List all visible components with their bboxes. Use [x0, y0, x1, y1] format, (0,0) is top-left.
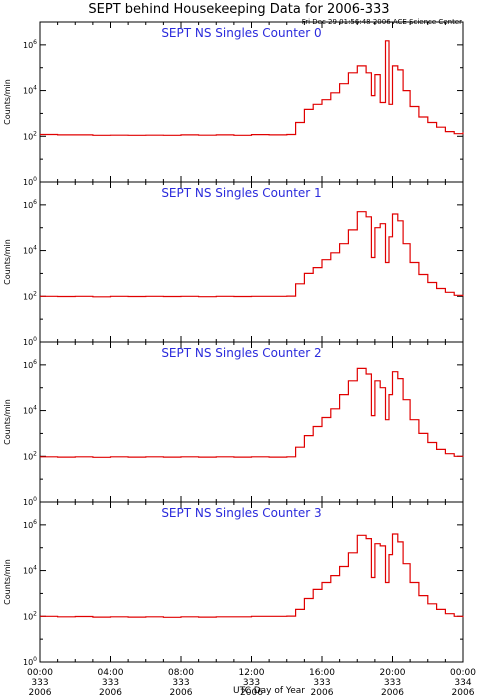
- y-tick-label: 106: [23, 199, 37, 210]
- x-tick-label-line: 08:00: [168, 668, 194, 678]
- y-axis-label: Counts/min: [3, 399, 12, 445]
- plot-frame: [39, 21, 464, 183]
- plot-frame: [39, 181, 464, 343]
- series-line: [40, 211, 464, 298]
- y-tick-label: 102: [23, 290, 37, 301]
- x-tick-label-line: 334: [454, 678, 471, 688]
- panel-3: SEPT NS Singles Counter 3 Counts/min 100 10…: [3, 501, 464, 667]
- x-tick-label-line: 16:00: [309, 668, 335, 678]
- x-axis-label: UTC Day of Year: [233, 686, 305, 696]
- figure-title: SEPT behind Housekeeping Data for 2006-3…: [88, 2, 389, 17]
- x-tick-label-line: 333: [243, 678, 260, 688]
- panel-title: SEPT NS Singles Counter 2: [161, 346, 321, 360]
- y-tick-label: 104: [23, 85, 37, 96]
- y-tick-label: 106: [23, 39, 37, 50]
- x-tick-label-line: 333: [31, 678, 48, 688]
- panel-1: SEPT NS Singles Counter 1 Counts/min 100 10…: [3, 181, 464, 347]
- y-tick-label: 102: [23, 610, 37, 621]
- x-tick-label-line: 2006: [29, 688, 52, 698]
- x-tick-label-line: 2006: [452, 688, 475, 698]
- y-tick-label: 100: [23, 336, 37, 347]
- panel-2: SEPT NS Singles Counter 2 Counts/min 100 10…: [3, 341, 464, 507]
- y-tick-label: 104: [23, 565, 37, 576]
- x-tick-label-line: 00:00: [450, 668, 476, 678]
- y-tick-label: 102: [23, 130, 37, 141]
- panel-title: SEPT NS Singles Counter 1: [161, 186, 321, 200]
- y-axis-label: Counts/min: [3, 559, 12, 605]
- plot-frame: [39, 341, 464, 503]
- panel-0: SEPT NS Singles Counter 0 Counts/min 100 10…: [3, 21, 464, 187]
- x-tick-label-line: 333: [102, 678, 119, 688]
- x-tick-label-line: 12:00: [239, 668, 265, 678]
- y-tick-label: 106: [23, 519, 37, 530]
- plot-frame: [39, 501, 464, 663]
- panel-title: SEPT NS Singles Counter 3: [161, 506, 321, 520]
- y-axis-label: Counts/min: [3, 79, 12, 125]
- panel-title: SEPT NS Singles Counter 0: [161, 26, 321, 40]
- x-tick-label-line: 333: [313, 678, 330, 688]
- y-tick-label: 102: [23, 450, 37, 461]
- y-tick-label: 100: [23, 496, 37, 507]
- x-tick-label-line: 2006: [99, 688, 122, 698]
- y-tick-label: 100: [23, 656, 37, 667]
- x-tick-label-line: 2006: [240, 688, 263, 698]
- x-tick-label-line: 2006: [311, 688, 334, 698]
- x-tick-label-line: 333: [172, 678, 189, 688]
- x-tick-label-line: 00:00: [27, 668, 53, 678]
- panels: SEPT NS Singles Counter 0 Counts/min 100 10…: [3, 21, 464, 667]
- y-axis-label: Counts/min: [3, 239, 12, 285]
- y-tick-label: 104: [23, 405, 37, 416]
- series-line: [40, 367, 464, 458]
- x-tick-label-line: 333: [384, 678, 401, 688]
- x-tick-labels: 00:00333200604:00333200608:00333200612:0…: [27, 668, 476, 698]
- series-line: [40, 533, 464, 618]
- x-tick-label-line: 04:00: [98, 668, 124, 678]
- x-tick-label-line: 20:00: [380, 668, 406, 678]
- x-tick-label-line: 2006: [381, 688, 404, 698]
- series-line: [40, 40, 464, 136]
- x-tick-label-line: 2006: [170, 688, 193, 698]
- y-tick-label: 106: [23, 359, 37, 370]
- y-tick-label: 104: [23, 245, 37, 256]
- y-tick-label: 100: [23, 176, 37, 187]
